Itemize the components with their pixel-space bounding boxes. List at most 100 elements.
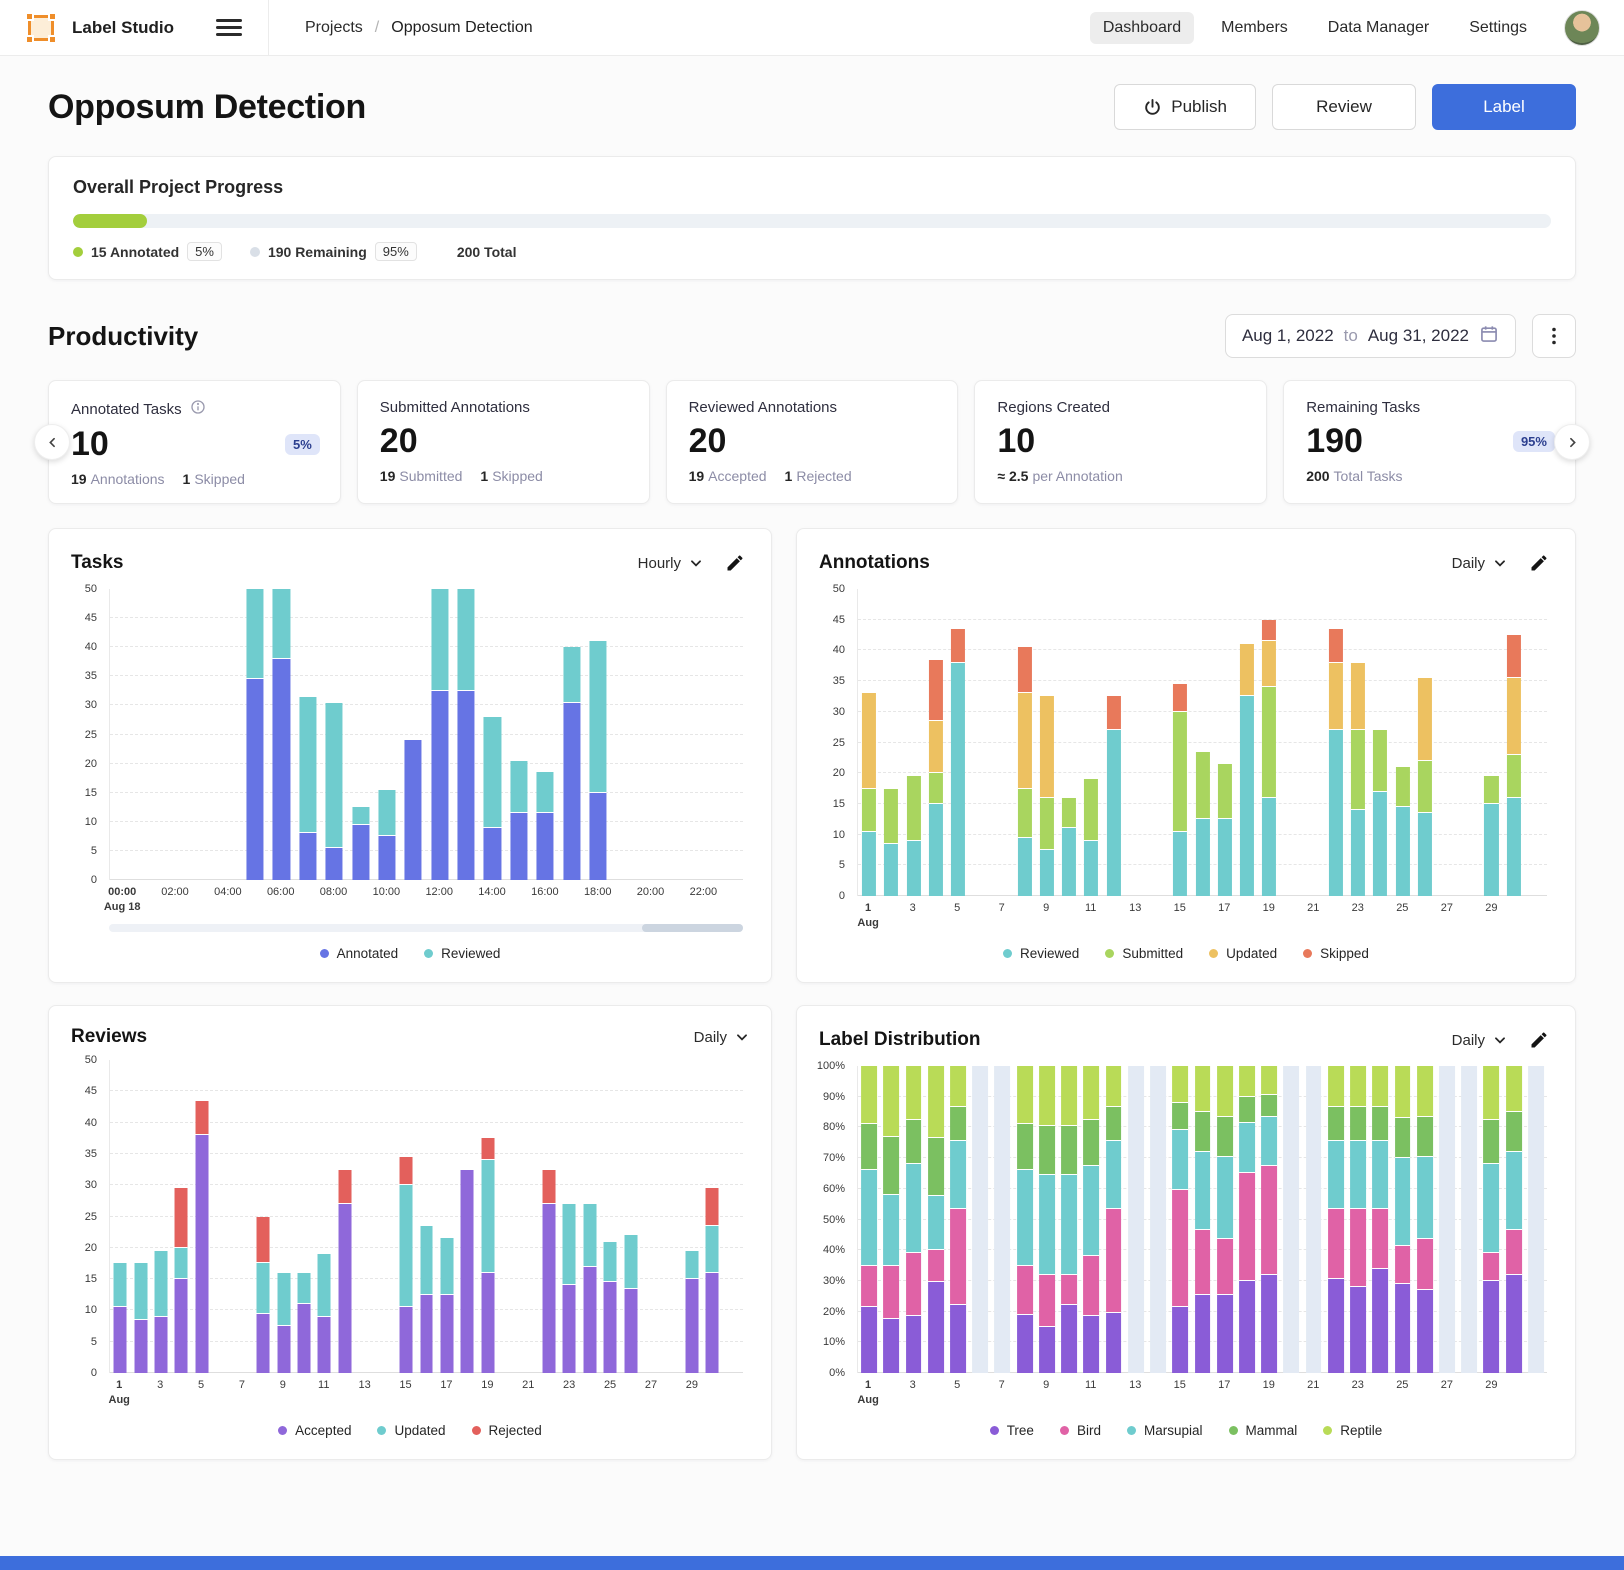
legend-item-updated[interactable]: Updated (377, 1423, 446, 1438)
bar-x-11[interactable] (317, 1060, 331, 1373)
bar-x-16[interactable] (420, 1060, 433, 1373)
bar-x-2[interactable] (884, 589, 899, 896)
bar-x-10[interactable] (1062, 589, 1077, 896)
bar-x-15[interactable] (1173, 589, 1188, 896)
bar-x-15[interactable] (1172, 1066, 1189, 1373)
bar-x-23[interactable] (562, 1060, 576, 1373)
legend-item-reptile[interactable]: Reptile (1323, 1423, 1382, 1438)
bar-x-9[interactable] (1039, 589, 1054, 896)
legend-item-skipped[interactable]: Skipped (1303, 946, 1369, 961)
bar-x-17[interactable] (563, 589, 581, 880)
breadcrumb-projects[interactable]: Projects (305, 18, 363, 36)
bar-x-17[interactable] (1216, 1066, 1233, 1373)
bar-x-24[interactable] (583, 1060, 597, 1373)
bar-x-30[interactable] (1505, 1066, 1522, 1373)
label-distribution-edit-button[interactable] (1525, 1026, 1553, 1054)
bar-x-12[interactable] (431, 589, 449, 880)
bar-x-22[interactable] (542, 1060, 556, 1373)
bar-x-16[interactable] (1195, 589, 1210, 896)
bar-x-9[interactable] (352, 589, 370, 880)
bar-x-11[interactable] (404, 589, 422, 880)
hamburger-menu-icon[interactable] (216, 15, 242, 40)
bar-x-29[interactable] (1483, 1066, 1500, 1373)
more-options-button[interactable] (1532, 314, 1576, 358)
bar-x-5[interactable] (950, 1066, 966, 1373)
scrollbar-thumb[interactable] (641, 924, 743, 932)
stats-scroll-right-button[interactable] (1554, 424, 1590, 460)
legend-item-reviewed[interactable]: Reviewed (1003, 946, 1079, 961)
nav-data-manager[interactable]: Data Manager (1327, 18, 1430, 36)
bar-x-26[interactable] (1416, 1066, 1433, 1373)
annotations-interval-select[interactable]: Daily (1452, 555, 1507, 572)
bar-x-5[interactable] (195, 1060, 209, 1373)
bar-x-15[interactable] (510, 589, 528, 880)
bar-x-12[interactable] (338, 1060, 352, 1373)
bar-x-16[interactable] (536, 589, 554, 880)
bar-x-10[interactable] (1061, 1066, 1078, 1373)
bar-x-17[interactable] (440, 1060, 454, 1373)
tasks-interval-select[interactable]: Hourly (638, 555, 703, 572)
info-icon[interactable] (190, 399, 206, 419)
bar-x-22[interactable] (1327, 1066, 1344, 1373)
nav-dashboard[interactable]: Dashboard (1089, 11, 1195, 44)
bar-x-24[interactable] (1373, 589, 1388, 896)
bar-x-23[interactable] (1351, 589, 1366, 896)
bar-x-25[interactable] (1394, 1066, 1411, 1373)
chart-scrollbar[interactable] (109, 924, 743, 932)
bar-x-2[interactable] (134, 1060, 148, 1373)
bar-x-4[interactable] (928, 589, 943, 896)
nav-members[interactable]: Members (1221, 18, 1288, 36)
legend-item-annotated[interactable]: Annotated (319, 946, 398, 961)
bar-x-26[interactable] (624, 1060, 638, 1373)
bar-x-25[interactable] (1395, 589, 1410, 896)
annotations-edit-button[interactable] (1525, 549, 1553, 577)
bar-x-6[interactable] (272, 589, 290, 880)
bar-x-5[interactable] (246, 589, 264, 880)
nav-settings[interactable]: Settings (1469, 18, 1527, 36)
bar-x-5[interactable] (950, 589, 966, 896)
bar-x-8[interactable] (256, 1060, 270, 1373)
bar-x-7[interactable] (299, 589, 317, 880)
bar-x-18[interactable] (1239, 589, 1254, 896)
bar-x-9[interactable] (1038, 1066, 1055, 1373)
bar-x-4[interactable] (927, 1066, 944, 1373)
bar-x-12[interactable] (1106, 589, 1121, 896)
bar-x-30[interactable] (705, 1060, 719, 1373)
bar-x-30[interactable] (1506, 589, 1521, 896)
bar-x-29[interactable] (685, 1060, 699, 1373)
bar-x-1[interactable] (113, 1060, 127, 1373)
user-avatar[interactable] (1564, 9, 1600, 46)
bar-x-25[interactable] (603, 1060, 617, 1373)
bar-x-18[interactable] (589, 589, 607, 880)
bar-x-2[interactable] (883, 1066, 900, 1373)
bar-x-1[interactable] (861, 1066, 878, 1373)
legend-item-accepted[interactable]: Accepted (278, 1423, 351, 1438)
bar-x-29[interactable] (1484, 589, 1499, 896)
legend-item-submitted[interactable]: Submitted (1105, 946, 1183, 961)
bar-x-15[interactable] (399, 1060, 413, 1373)
bar-x-3[interactable] (905, 1066, 922, 1373)
legend-item-reviewed[interactable]: Reviewed (424, 946, 500, 961)
bar-x-11[interactable] (1084, 589, 1099, 896)
bar-x-19[interactable] (1262, 589, 1277, 896)
bar-x-24[interactable] (1372, 1066, 1389, 1373)
date-range-picker[interactable]: Aug 1, 2022 to Aug 31, 2022 (1224, 314, 1516, 358)
bar-x-19[interactable] (481, 1060, 495, 1373)
bar-x-11[interactable] (1083, 1066, 1100, 1373)
label-button[interactable]: Label (1432, 84, 1576, 130)
bar-x-23[interactable] (1350, 1066, 1366, 1373)
legend-item-marsupial[interactable]: Marsupial (1126, 1423, 1203, 1438)
bar-x-8[interactable] (1017, 589, 1032, 896)
legend-item-updated[interactable]: Updated (1209, 946, 1277, 961)
label-distribution-interval-select[interactable]: Daily (1452, 1032, 1507, 1049)
bar-x-13[interactable] (457, 589, 475, 880)
bar-x-8[interactable] (325, 589, 343, 880)
legend-item-rejected[interactable]: Rejected (471, 1423, 542, 1438)
review-button[interactable]: Review (1272, 84, 1416, 130)
publish-button[interactable]: Publish (1114, 84, 1256, 130)
bar-x-8[interactable] (1016, 1066, 1033, 1373)
reviews-interval-select[interactable]: Daily (694, 1029, 749, 1046)
bar-x-9[interactable] (277, 1060, 291, 1373)
bar-x-26[interactable] (1417, 589, 1432, 896)
bar-x-14[interactable] (483, 589, 501, 880)
